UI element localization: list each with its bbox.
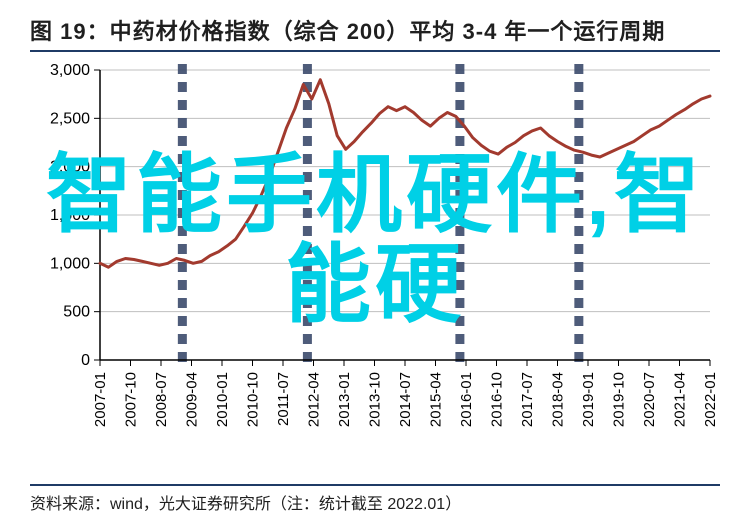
footer-bar: 资料来源：wind，光大证券研究所（注：统计截至 2022.01）	[30, 484, 720, 514]
x-tick-label: 2019-01	[580, 372, 597, 427]
y-tick-label: 3,000	[50, 62, 90, 79]
x-tick-label: 2016-01	[458, 372, 475, 427]
x-tick-label: 2021-04	[672, 372, 689, 427]
x-tick-label: 2019-10	[611, 372, 628, 427]
x-tick-label: 2009-04	[184, 372, 201, 427]
x-tick-label: 2018-04	[550, 372, 567, 427]
x-tick-label: 2008-07	[153, 372, 170, 427]
x-tick-label: 2012-04	[306, 372, 323, 427]
y-tick-label: 2,000	[50, 159, 90, 176]
price-index-chart: 0 500 1,000 1,500 2,000 2,500 3,000 2007-01 200…	[30, 60, 720, 460]
footer-text: 资料来源：wind，光大证券研究所（注：统计截至 2022.01）	[30, 496, 461, 513]
x-tick-label: 2014-07	[397, 372, 414, 427]
x-tick-label: 2007-10	[123, 372, 140, 427]
x-tick-label: 2017-07	[519, 372, 536, 427]
y-tick-label: 1,000	[50, 255, 90, 272]
y-tick-label: 1,500	[50, 207, 90, 224]
x-tick-label: 2015-04	[428, 372, 445, 427]
figure-title: 图 19：中药材价格指数（综合 200）平均 3-4 年一个运行周期	[30, 19, 665, 44]
title-bar: 图 19：中药材价格指数（综合 200）平均 3-4 年一个运行周期	[30, 14, 720, 52]
x-tick-label: 2010-10	[245, 372, 262, 427]
x-tick-label: 2013-10	[367, 372, 384, 427]
x-tick-label: 2007-01	[92, 372, 109, 427]
x-tick-label: 2013-01	[336, 372, 353, 427]
x-tick-label: 2011-07	[275, 372, 292, 426]
x-tick-label: 2022-01	[702, 372, 719, 427]
figure-root: 图 19：中药材价格指数（综合 200）平均 3-4 年一个运行周期 0 500 1…	[0, 0, 750, 528]
x-tick-label: 2016-10	[489, 372, 506, 427]
y-tick-label: 2,500	[50, 110, 90, 127]
x-tick-label: 2010-01	[214, 372, 231, 427]
price-index-line	[100, 80, 710, 268]
y-tick-label: 0	[81, 352, 90, 369]
x-tick-label: 2020-07	[641, 372, 658, 427]
y-tick-label: 500	[63, 304, 90, 321]
